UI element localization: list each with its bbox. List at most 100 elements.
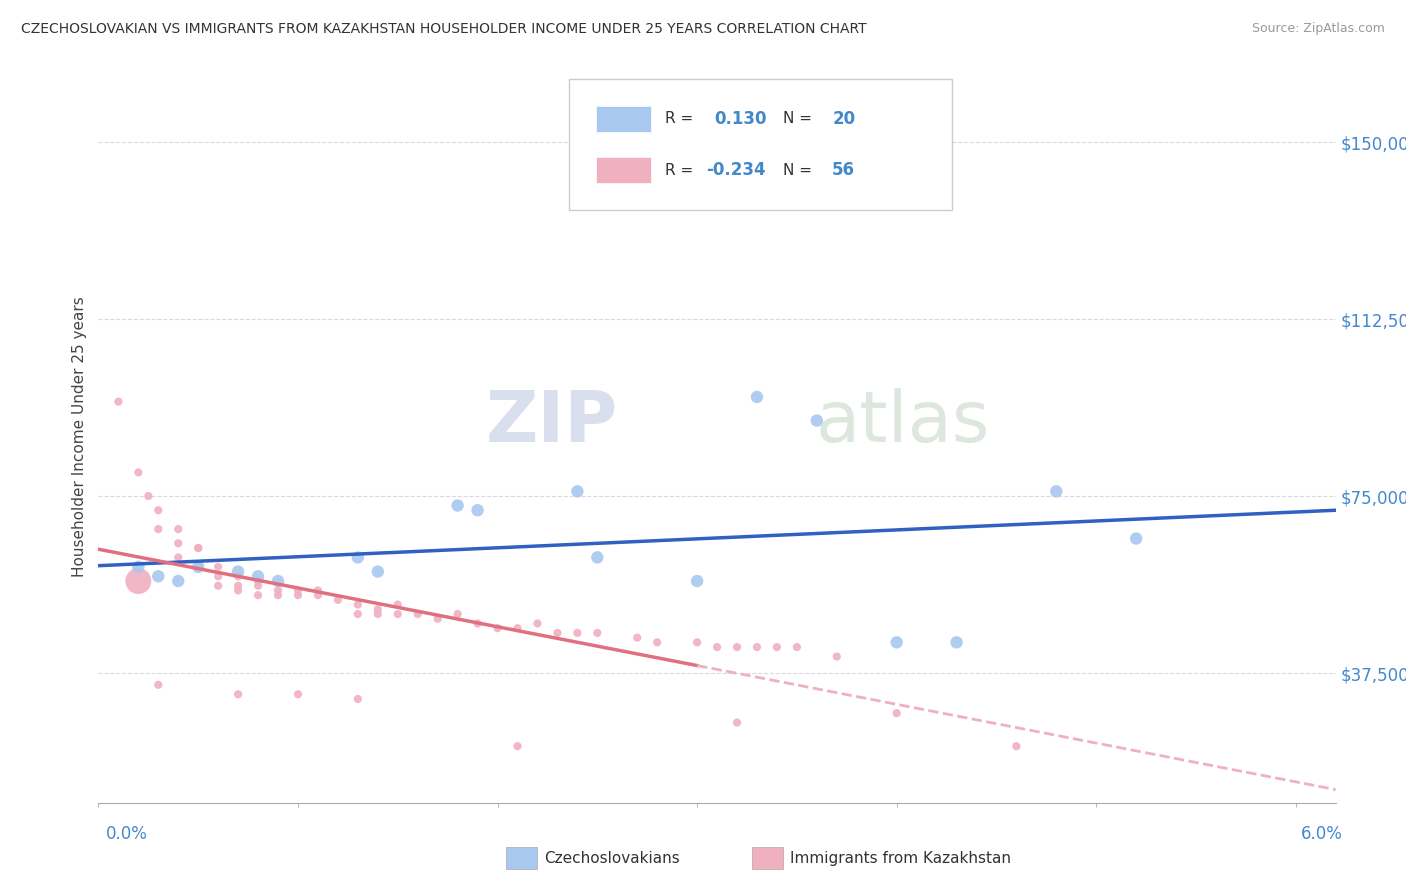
- Point: [446, 499, 468, 513]
- Point: [567, 626, 589, 640]
- Text: 0.130: 0.130: [714, 110, 768, 128]
- FancyBboxPatch shape: [596, 158, 651, 183]
- Text: ZIP: ZIP: [486, 388, 619, 457]
- Point: [745, 640, 768, 654]
- Point: [367, 602, 389, 616]
- Point: [426, 612, 449, 626]
- Text: Source: ZipAtlas.com: Source: ZipAtlas.com: [1251, 22, 1385, 36]
- Point: [626, 631, 648, 645]
- Point: [387, 598, 409, 612]
- Point: [107, 394, 129, 409]
- Point: [247, 569, 270, 583]
- Point: [347, 550, 370, 565]
- Point: [725, 715, 748, 730]
- Point: [187, 559, 209, 574]
- Point: [1125, 532, 1147, 546]
- Point: [127, 466, 149, 480]
- Point: [945, 635, 967, 649]
- Point: [467, 616, 489, 631]
- Point: [287, 583, 309, 598]
- Point: [347, 598, 370, 612]
- Point: [806, 413, 828, 427]
- Point: [207, 569, 229, 583]
- Text: 56: 56: [832, 161, 855, 179]
- Point: [645, 635, 668, 649]
- Point: [745, 390, 768, 404]
- Point: [267, 588, 290, 602]
- Point: [226, 569, 249, 583]
- Point: [586, 626, 609, 640]
- Point: [207, 579, 229, 593]
- Text: atlas: atlas: [815, 388, 990, 457]
- Point: [247, 574, 270, 588]
- Point: [187, 559, 209, 574]
- Point: [725, 640, 748, 654]
- Point: [167, 522, 190, 536]
- Point: [187, 541, 209, 555]
- Point: [467, 503, 489, 517]
- Text: N =: N =: [783, 162, 817, 178]
- Text: Czechoslovakians: Czechoslovakians: [544, 851, 681, 865]
- Point: [387, 607, 409, 621]
- Point: [526, 616, 548, 631]
- Point: [506, 621, 529, 635]
- Point: [446, 607, 468, 621]
- Point: [167, 536, 190, 550]
- Point: [886, 706, 908, 720]
- Point: [1045, 484, 1067, 499]
- Point: [706, 640, 728, 654]
- Point: [506, 739, 529, 754]
- Point: [187, 541, 209, 555]
- Point: [247, 588, 270, 602]
- Point: [367, 607, 389, 621]
- Point: [226, 687, 249, 701]
- Point: [406, 607, 429, 621]
- Text: R =: R =: [665, 162, 699, 178]
- Point: [307, 588, 329, 602]
- Point: [148, 522, 170, 536]
- Point: [127, 574, 149, 588]
- Point: [766, 640, 789, 654]
- Point: [786, 640, 808, 654]
- Point: [326, 593, 349, 607]
- Point: [267, 583, 290, 598]
- Point: [207, 559, 229, 574]
- Point: [347, 607, 370, 621]
- Text: Immigrants from Kazakhstan: Immigrants from Kazakhstan: [790, 851, 1011, 865]
- Text: R =: R =: [665, 112, 699, 127]
- Point: [287, 588, 309, 602]
- Point: [148, 503, 170, 517]
- Point: [586, 550, 609, 565]
- Point: [567, 484, 589, 499]
- Point: [267, 574, 290, 588]
- Point: [247, 579, 270, 593]
- FancyBboxPatch shape: [596, 106, 651, 131]
- Point: [148, 678, 170, 692]
- Text: 0.0%: 0.0%: [105, 825, 148, 843]
- Point: [148, 569, 170, 583]
- Point: [367, 565, 389, 579]
- Point: [686, 574, 709, 588]
- Point: [136, 489, 159, 503]
- Y-axis label: Householder Income Under 25 years: Householder Income Under 25 years: [72, 297, 87, 577]
- Text: N =: N =: [783, 112, 817, 127]
- FancyBboxPatch shape: [568, 78, 952, 211]
- Point: [226, 579, 249, 593]
- Text: 20: 20: [832, 110, 855, 128]
- Point: [226, 583, 249, 598]
- Point: [546, 626, 568, 640]
- Point: [226, 565, 249, 579]
- Point: [486, 621, 509, 635]
- Text: 6.0%: 6.0%: [1301, 825, 1343, 843]
- Text: -0.234: -0.234: [706, 161, 765, 179]
- Point: [347, 692, 370, 706]
- Point: [127, 559, 149, 574]
- Text: CZECHOSLOVAKIAN VS IMMIGRANTS FROM KAZAKHSTAN HOUSEHOLDER INCOME UNDER 25 YEARS : CZECHOSLOVAKIAN VS IMMIGRANTS FROM KAZAK…: [21, 22, 866, 37]
- Point: [825, 649, 848, 664]
- Point: [287, 687, 309, 701]
- Point: [307, 583, 329, 598]
- Point: [167, 574, 190, 588]
- Point: [167, 550, 190, 565]
- Point: [1005, 739, 1028, 754]
- Point: [686, 635, 709, 649]
